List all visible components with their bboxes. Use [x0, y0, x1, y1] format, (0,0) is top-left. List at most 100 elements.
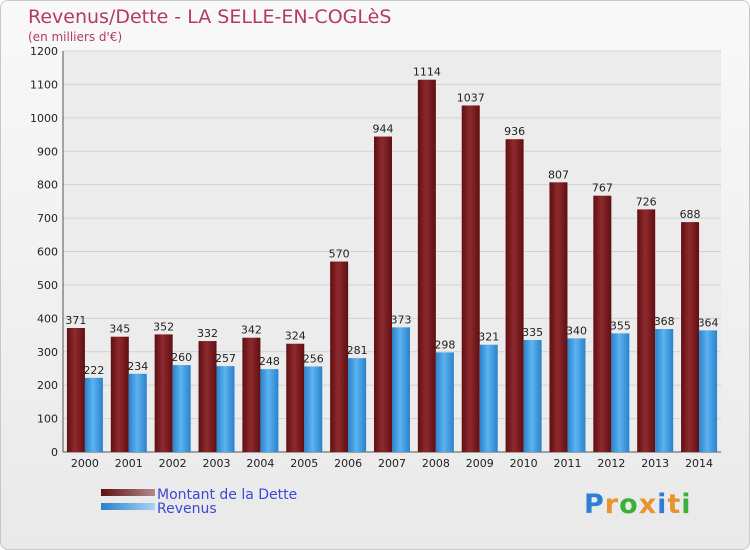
debt-bar: [637, 209, 656, 452]
revenue-bar: [216, 366, 235, 452]
x-tick-label: 2010: [510, 457, 538, 470]
x-tick-label: 2006: [334, 457, 362, 470]
revenue-value-label: 222: [83, 364, 104, 377]
debt-bar: [417, 79, 436, 452]
revenue-bar: [479, 344, 498, 452]
x-tick-label: 2008: [422, 457, 450, 470]
x-tick-label: 2013: [641, 457, 669, 470]
legend-swatch-debt: [101, 489, 155, 496]
x-tick-label: 2002: [159, 457, 187, 470]
revenue-bar: [435, 352, 454, 452]
revenue-value-label: 368: [654, 315, 675, 328]
legend-label-debt: Montant de la Dette: [157, 487, 297, 503]
revenue-value-label: 256: [303, 352, 324, 365]
logo-letter: t: [667, 489, 682, 520]
revenue-bar: [172, 365, 191, 452]
logo-letter: x: [638, 489, 658, 520]
debt-value-label: 345: [109, 323, 130, 336]
revenue-bar: [523, 340, 542, 452]
revenue-value-label: 340: [566, 324, 587, 337]
debt-bar: [286, 343, 305, 452]
y-tick-label: 100: [37, 413, 58, 426]
debt-value-label: 352: [153, 320, 174, 333]
revenue-bar: [392, 327, 410, 452]
x-tick-label: 2011: [553, 457, 581, 470]
logo-letter: i: [657, 489, 668, 520]
debt-bar: [549, 182, 568, 452]
debt-value-label: 936: [504, 125, 525, 138]
y-tick-label: 500: [37, 279, 58, 292]
revenue-value-label: 355: [610, 319, 631, 332]
debt-value-label: 688: [680, 208, 701, 221]
revenue-bar: [128, 373, 147, 452]
debt-value-label: 807: [548, 168, 569, 181]
debt-value-label: 726: [636, 195, 657, 208]
y-tick-label: 400: [37, 312, 58, 325]
debt-bar: [66, 328, 85, 452]
revenue-value-label: 373: [391, 313, 412, 326]
debt-value-label: 570: [329, 248, 350, 261]
debt-bar: [242, 337, 261, 452]
debt-value-label: 332: [197, 327, 218, 340]
debt-bar: [681, 222, 700, 452]
y-tick-label: 1200: [30, 45, 58, 58]
chart-title: Revenus/Dette - LA SELLE-EN-COGLèS: [28, 6, 392, 28]
revenue-value-label: 335: [522, 326, 543, 339]
y-tick-label: 1000: [30, 112, 58, 125]
debt-bar: [461, 105, 480, 452]
legend-swatch-revenue: [101, 503, 155, 510]
revenue-value-label: 298: [434, 338, 455, 351]
debt-bar: [330, 261, 349, 452]
debt-value-label: 767: [592, 182, 613, 195]
debt-value-label: 1037: [457, 91, 485, 104]
revenue-value-label: 248: [259, 355, 280, 368]
revenue-value-label: 234: [127, 360, 148, 373]
x-tick-label: 2005: [290, 457, 318, 470]
logo-letter: o: [619, 489, 639, 520]
revenue-value-label: 260: [171, 351, 192, 364]
debt-value-label: 1114: [413, 66, 441, 79]
debt-bar: [154, 334, 173, 452]
debt-value-label: 371: [65, 314, 86, 327]
x-tick-label: 2003: [203, 457, 231, 470]
chart-subtitle: (en milliers d'€): [28, 30, 123, 44]
y-tick-label: 200: [37, 379, 58, 392]
revenue-bar: [260, 369, 279, 452]
debt-bar: [374, 136, 392, 452]
legend-label-revenue: Revenus: [157, 501, 217, 517]
x-tick-label: 2004: [246, 457, 274, 470]
y-tick-label: 900: [37, 145, 58, 158]
revenue-bar: [567, 338, 586, 452]
debt-bar: [198, 341, 217, 452]
y-tick-label: 1100: [30, 78, 58, 91]
revenue-bar: [655, 329, 674, 452]
y-tick-label: 800: [37, 179, 58, 192]
revenue-bar: [348, 358, 367, 452]
logo-letter: P: [584, 489, 605, 520]
revenue-bar: [699, 330, 718, 452]
x-tick-label: 2012: [597, 457, 625, 470]
x-tick-label: 2009: [466, 457, 494, 470]
revenue-value-label: 364: [698, 316, 719, 329]
revenue-bar: [611, 333, 630, 452]
revenue-value-label: 281: [347, 344, 368, 357]
revenue-value-label: 321: [478, 331, 499, 344]
proxiti-logo: Proxiti: [584, 489, 692, 520]
debt-value-label: 324: [285, 330, 306, 343]
revenue-bar: [84, 377, 103, 452]
debt-value-label: 944: [373, 123, 394, 136]
x-tick-label: 2001: [115, 457, 143, 470]
x-tick-label: 2014: [685, 457, 713, 470]
logo-letter: r: [604, 489, 620, 520]
revenue-value-label: 257: [215, 352, 236, 365]
y-tick-label: 300: [37, 346, 58, 359]
debt-bar: [110, 336, 129, 452]
debt-bar: [505, 139, 524, 452]
revenue-bar: [304, 366, 323, 452]
y-tick-label: 0: [51, 446, 58, 459]
debt-bar: [593, 195, 612, 453]
x-tick-label: 2007: [378, 457, 406, 470]
y-tick-label: 600: [37, 246, 58, 259]
